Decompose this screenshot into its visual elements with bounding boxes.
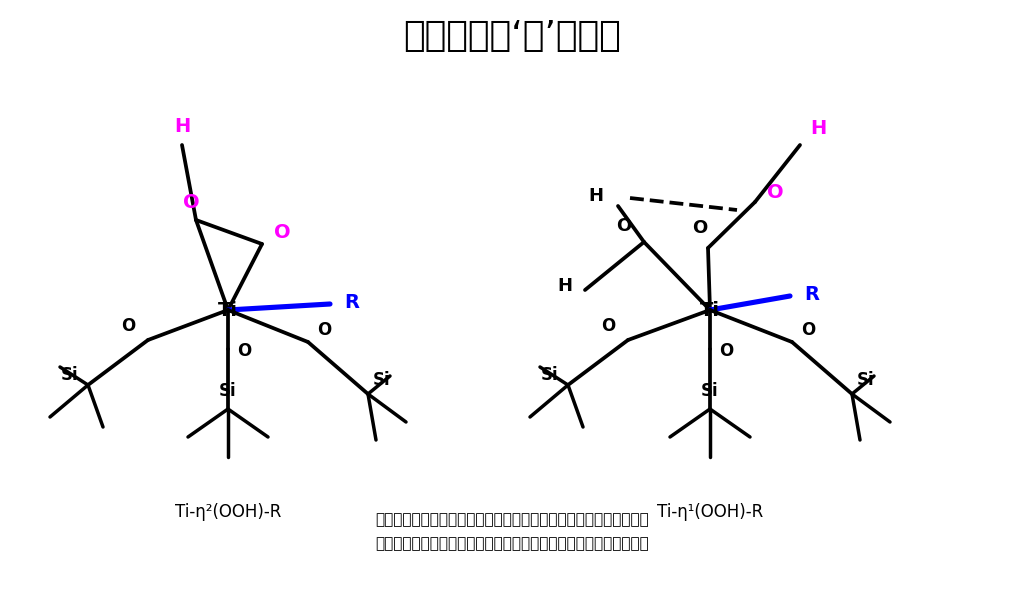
Text: H: H: [810, 119, 826, 138]
Text: O: O: [801, 321, 815, 339]
Text: R: R: [805, 285, 819, 304]
Text: Ti: Ti: [218, 301, 238, 320]
Text: Ti-η¹(OOH)-R: Ti-η¹(OOH)-R: [656, 503, 763, 521]
Text: O: O: [273, 223, 291, 242]
Text: 水中活性氧‘氧’护全家: 水中活性氧‘氧’护全家: [403, 19, 621, 53]
Text: O: O: [121, 317, 135, 335]
Text: O: O: [601, 317, 615, 335]
Text: O: O: [719, 342, 733, 360]
Text: O: O: [616, 217, 632, 235]
Text: Si: Si: [373, 371, 391, 389]
Text: Ti: Ti: [700, 301, 720, 320]
Text: Si: Si: [542, 366, 559, 384]
Text: H: H: [174, 118, 190, 137]
Text: H: H: [557, 277, 572, 295]
Text: Si: Si: [219, 382, 237, 400]
Text: Ti-η²(OOH)-R: Ti-η²(OOH)-R: [175, 503, 282, 521]
Text: R: R: [344, 292, 359, 311]
Text: O: O: [767, 182, 783, 201]
Text: Si: Si: [701, 382, 719, 400]
Text: O: O: [316, 321, 331, 339]
Text: H: H: [589, 187, 603, 205]
Text: O: O: [692, 219, 708, 237]
Text: 伸进衣物纤维内部细小缝隙，将污垢一并带走，同时消灭附着细菌。: 伸进衣物纤维内部细小缝隙，将污垢一并带走，同时消灭附着细菌。: [375, 536, 649, 551]
Text: Si: Si: [857, 371, 874, 389]
Text: O: O: [182, 192, 200, 211]
Text: O: O: [237, 342, 251, 360]
Text: 浸泡时，懒人泡遇水释放大量的活性氧原子，如同无数双隐形小手，: 浸泡时，懒人泡遇水释放大量的活性氧原子，如同无数双隐形小手，: [375, 513, 649, 527]
Text: Si: Si: [61, 366, 79, 384]
